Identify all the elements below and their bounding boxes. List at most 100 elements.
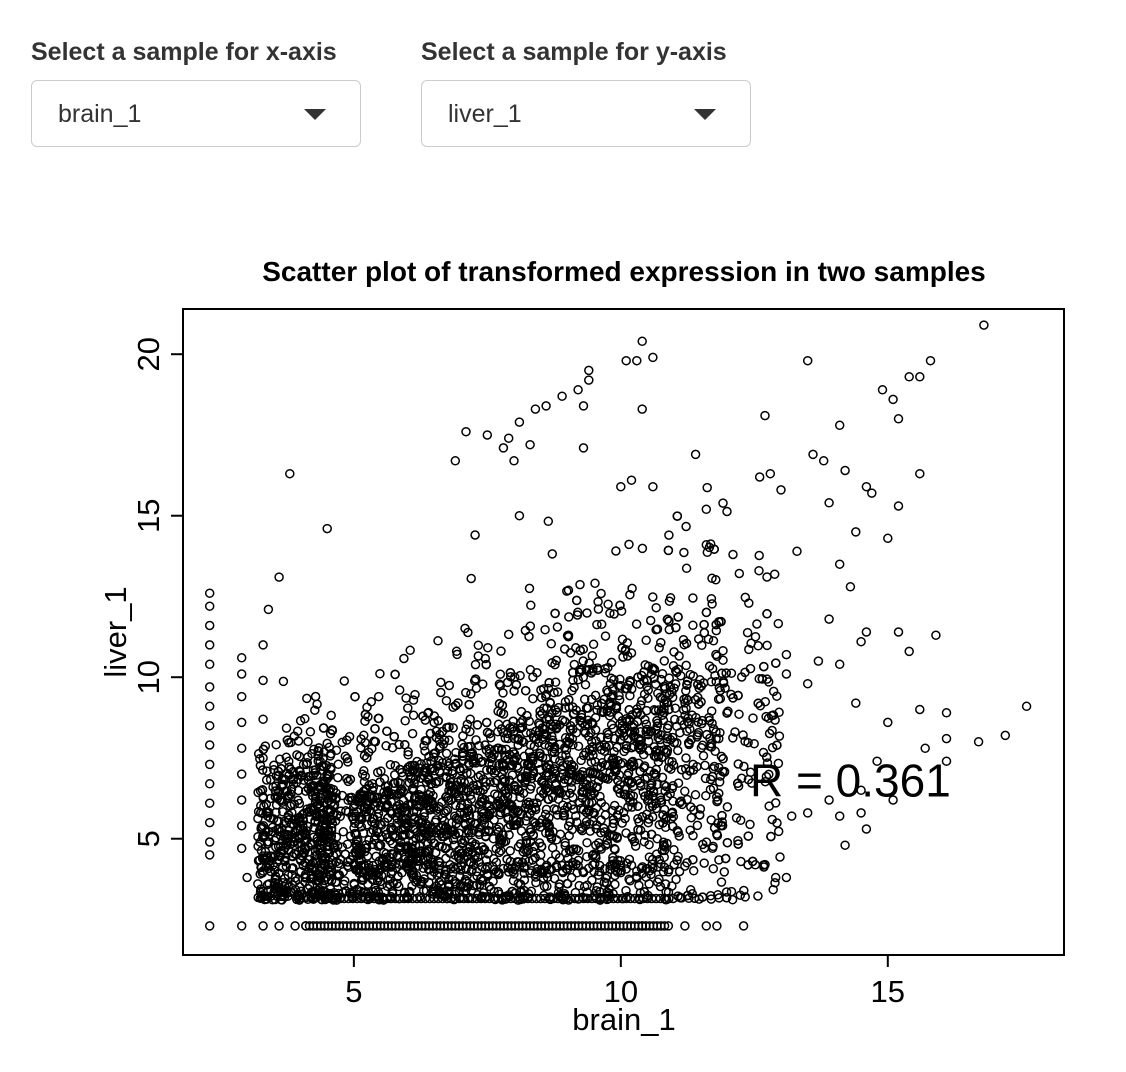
data-point xyxy=(312,850,322,860)
data-point xyxy=(428,825,438,835)
data-point xyxy=(553,702,564,713)
data-point xyxy=(649,751,660,761)
data-point xyxy=(637,404,647,414)
x-sample-select[interactable]: brain_1 xyxy=(31,80,361,147)
data-point xyxy=(482,430,493,440)
data-point xyxy=(204,798,215,808)
data-point xyxy=(538,778,549,788)
data-point xyxy=(649,664,660,675)
data-point xyxy=(402,820,412,830)
data-point xyxy=(883,717,893,728)
data-point xyxy=(616,481,626,492)
data-point xyxy=(566,800,577,810)
data-point xyxy=(586,694,597,705)
data-point xyxy=(479,844,489,855)
data-point xyxy=(521,727,531,738)
data-point xyxy=(668,781,678,791)
data-point xyxy=(615,674,625,685)
data-point xyxy=(651,770,661,780)
data-point xyxy=(668,893,678,904)
data-point xyxy=(626,778,636,789)
data-point xyxy=(410,689,420,700)
data-point xyxy=(591,803,602,813)
data-point xyxy=(294,895,305,905)
data-point xyxy=(513,740,523,750)
data-point xyxy=(530,804,541,815)
data-point xyxy=(511,679,522,690)
data-point xyxy=(236,921,247,931)
data-point xyxy=(733,759,744,769)
data-point xyxy=(461,786,471,797)
data-point xyxy=(690,790,701,800)
data-point xyxy=(566,872,577,883)
data-point xyxy=(303,883,313,894)
data-point xyxy=(636,735,646,745)
data-point xyxy=(322,738,332,749)
data-point xyxy=(602,760,613,771)
data-point xyxy=(699,858,709,868)
data-point xyxy=(349,807,359,818)
data-point xyxy=(675,727,685,738)
data-point xyxy=(204,701,215,712)
data-point xyxy=(613,784,624,794)
data-point xyxy=(467,864,477,875)
data-point xyxy=(722,802,733,812)
data-point xyxy=(274,868,284,878)
data-point xyxy=(375,876,386,887)
y-sample-select[interactable]: liver_1 xyxy=(421,80,751,147)
caret-down-icon[interactable] xyxy=(304,109,326,120)
data-point xyxy=(481,659,491,670)
data-point xyxy=(236,821,247,831)
data-point xyxy=(786,811,797,821)
data-point xyxy=(525,439,535,450)
data-point xyxy=(577,793,588,803)
data-point xyxy=(509,754,520,765)
data-point xyxy=(603,687,613,698)
data-point xyxy=(296,866,306,877)
data-point xyxy=(462,870,472,881)
data-point xyxy=(834,559,845,569)
data-point xyxy=(654,643,664,653)
data-point xyxy=(258,714,268,724)
data-point xyxy=(711,792,722,802)
data-point xyxy=(647,798,657,808)
data-point xyxy=(587,875,597,885)
data-point xyxy=(491,857,502,868)
data-point xyxy=(571,595,582,606)
data-point xyxy=(379,847,389,858)
data-point xyxy=(593,870,604,880)
data-point xyxy=(1021,701,1032,712)
data-point xyxy=(861,481,872,492)
data-point xyxy=(552,687,563,697)
data-point xyxy=(502,728,513,739)
data-point xyxy=(340,751,351,762)
data-point xyxy=(393,871,403,881)
data-point xyxy=(762,758,773,768)
data-point xyxy=(451,646,462,657)
data-point xyxy=(496,837,506,848)
data-point xyxy=(453,698,463,708)
data-point xyxy=(673,745,683,756)
caret-down-icon[interactable] xyxy=(694,109,716,120)
data-point xyxy=(236,769,247,779)
data-point xyxy=(466,573,476,584)
data-point xyxy=(470,659,481,670)
data-point xyxy=(524,716,535,727)
data-point xyxy=(748,713,758,723)
data-point xyxy=(505,846,515,856)
data-point xyxy=(600,631,611,641)
data-point xyxy=(489,777,500,788)
data-point xyxy=(566,764,577,775)
data-point xyxy=(395,842,405,853)
data-point xyxy=(571,705,581,715)
data-point xyxy=(722,506,732,517)
data-point xyxy=(738,730,748,740)
data-point xyxy=(359,730,369,741)
data-point xyxy=(349,823,359,833)
data-point xyxy=(411,833,421,844)
data-point xyxy=(373,691,384,702)
data-point xyxy=(442,722,452,733)
data-point xyxy=(490,789,500,799)
data-point xyxy=(669,859,679,870)
data-point xyxy=(747,778,757,788)
